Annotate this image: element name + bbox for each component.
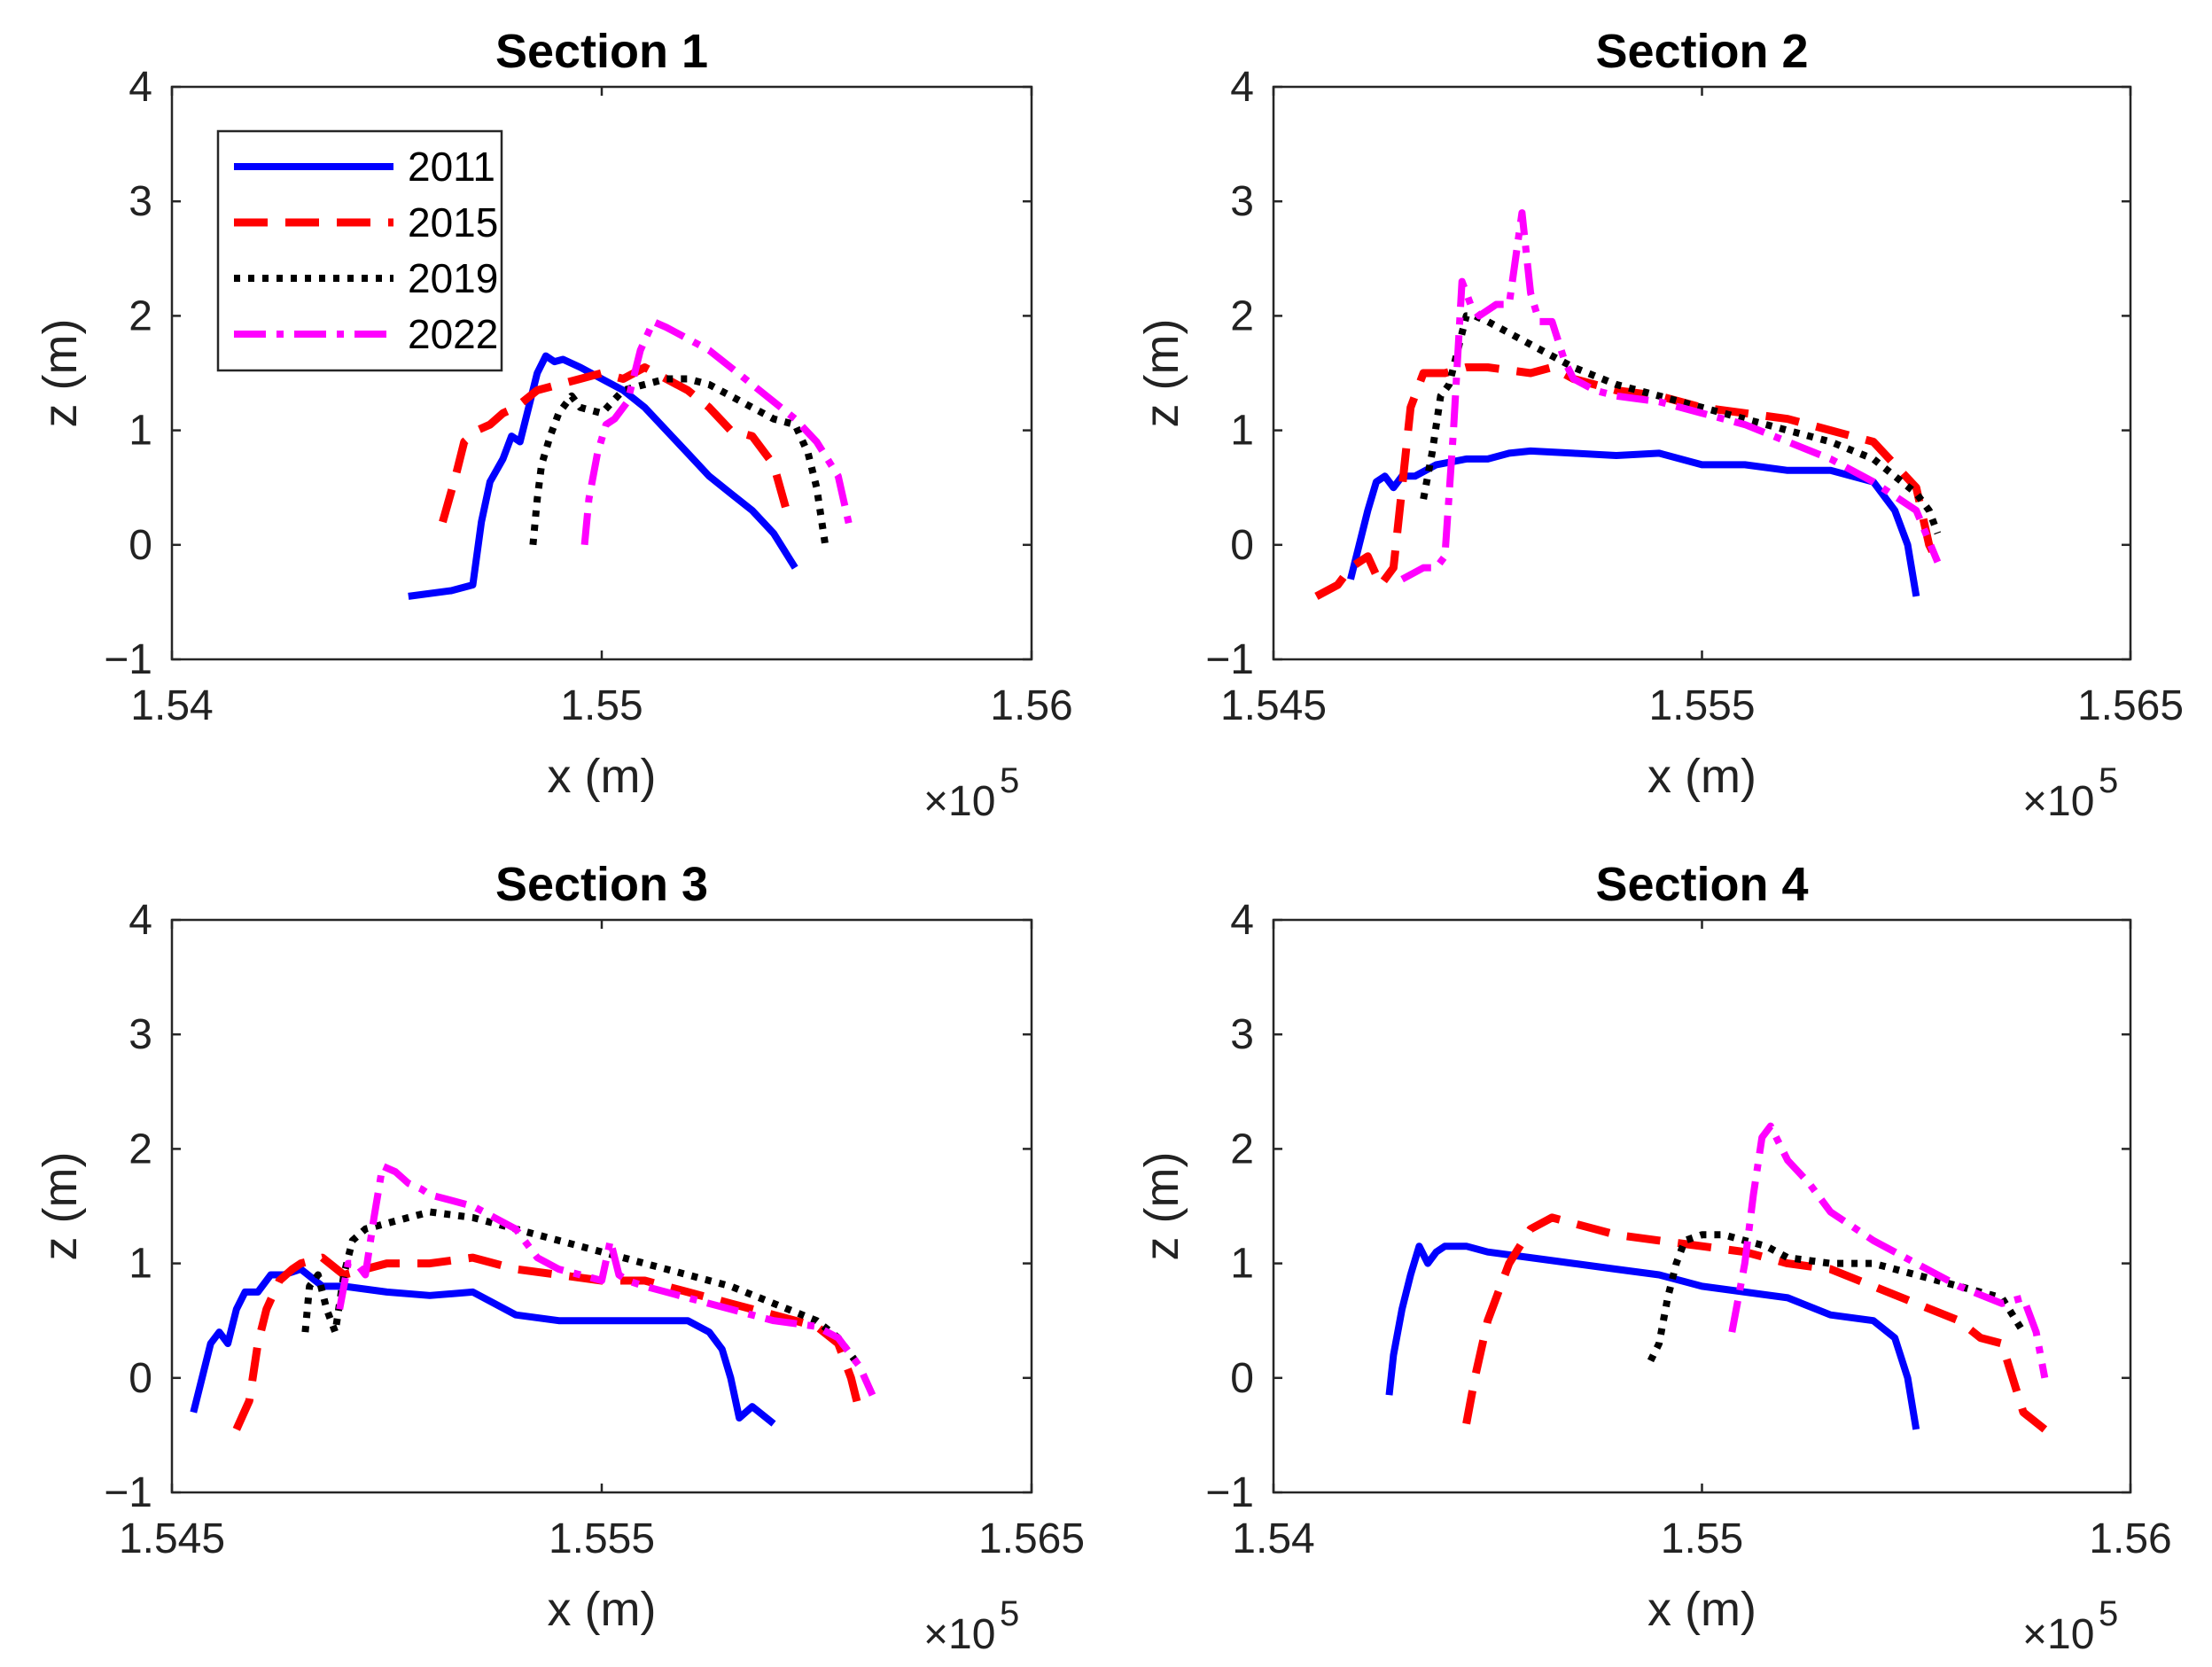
series-line-2011: [190, 1266, 776, 1427]
axes-box: [1272, 918, 2132, 1494]
x-tick-label: 1.56: [990, 682, 1072, 729]
series-line-2022: [336, 1162, 876, 1397]
y-tick-label: 2: [1230, 292, 1254, 339]
y-tick-label: 4: [129, 64, 152, 111]
y-tick-label: 2: [1230, 1126, 1254, 1172]
x-tick-label: 1.54: [130, 682, 213, 729]
y-tick-label: 4: [1230, 64, 1254, 111]
y-tick-label: 3: [129, 178, 152, 225]
legend-label-2015: 2015: [408, 199, 498, 245]
series-line-2019: [1647, 1231, 2027, 1363]
panel-section-4: −1 0 1 2 3 4 1.54 1.55 1.56 Section 4 x (m) z (m) ×1…: [1135, 858, 2172, 1658]
y-tick-label: 4: [1230, 897, 1254, 944]
x-exponent-label: ×10: [923, 778, 995, 825]
y-tick-label: 1: [1230, 1241, 1254, 1288]
y-tick-label: 2: [129, 1126, 152, 1172]
panel-section-3: −1 0 1 2 3 4 1.545 1.555 1.565 Section 3 x (m) z (m…: [34, 858, 1085, 1658]
x-exponent-label: ×10: [2022, 778, 2094, 825]
panel-section-1: −1 0 1 2 3 4 1.54 1.55 1.56 Section 1 x (m) z (m) ×1…: [34, 25, 1073, 825]
series-line-2022: [580, 317, 855, 546]
x-tick-label: 1.56: [2089, 1515, 2171, 1562]
series-line-2011: [408, 352, 798, 600]
axes-box: [1272, 85, 2132, 661]
axes-box: [170, 918, 1033, 1494]
y-tick-label: 4: [129, 897, 152, 944]
plot-area: [1314, 209, 1942, 600]
y-tick-label: 0: [129, 522, 152, 569]
x-exponent-power: 5: [1000, 761, 1019, 800]
x-tick-label: 1.545: [1220, 682, 1327, 729]
x-axis-label: x (m): [548, 1583, 657, 1636]
x-tick-label: 1.545: [119, 1515, 225, 1562]
legend: 2011 2015 2019 2022: [216, 129, 503, 372]
panel-section-2: −1 0 1 2 3 4 1.545 1.555 1.565 Section 2 x (m) z (m…: [1135, 25, 2184, 825]
series-line-2015: [1462, 1213, 2048, 1433]
series-line-2019: [529, 375, 830, 546]
x-tick-label: 1.55: [1661, 1515, 1743, 1562]
y-tick-label: 3: [1230, 1011, 1254, 1058]
series-line-2015: [232, 1253, 864, 1431]
x-tick-label: 1.54: [1232, 1515, 1314, 1562]
y-tick-label: −1: [1205, 1469, 1254, 1516]
x-axis-label: x (m): [1647, 750, 1756, 803]
y-tick-label: 0: [1230, 1355, 1254, 1402]
legend-label-2022: 2022: [408, 311, 498, 357]
y-axis-label: z (m): [34, 319, 87, 428]
plot-area: [408, 317, 855, 600]
x-exponent-label: ×10: [923, 1611, 995, 1658]
plot-area: [1385, 1122, 2049, 1433]
series-line-2011: [1347, 447, 1920, 597]
x-tick-label: 1.555: [1648, 682, 1755, 729]
y-tick-label: 1: [129, 408, 152, 455]
y-tick-label: 3: [1230, 178, 1254, 225]
y-axis-label: z (m): [1135, 319, 1188, 428]
y-axis-label: z (m): [34, 1152, 87, 1261]
series-line-2022: [1400, 209, 1942, 583]
x-tick-label: 1.55: [560, 682, 643, 729]
chart-title: Section 2: [1595, 25, 1808, 78]
y-tick-label: 0: [129, 1355, 152, 1402]
y-tick-label: 3: [129, 1011, 152, 1058]
y-tick-label: 0: [1230, 522, 1254, 569]
x-exponent-power: 5: [1000, 1594, 1019, 1633]
legend-label-2019: 2019: [408, 255, 498, 301]
x-axis-label: x (m): [1647, 1583, 1756, 1636]
x-tick-label: 1.555: [549, 1515, 655, 1562]
x-exponent-power: 5: [2099, 1594, 2118, 1633]
y-tick-label: −1: [104, 1469, 152, 1516]
series-line-2011: [1385, 1242, 1920, 1430]
y-tick-label: 1: [1230, 408, 1254, 455]
x-axis-label: x (m): [548, 750, 657, 803]
series-line-2015: [1314, 363, 1942, 600]
plot-area: [190, 1162, 876, 1431]
x-exponent-power: 5: [2099, 761, 2118, 800]
legend-label-2011: 2011: [408, 144, 495, 190]
chart-title: Section 1: [495, 25, 708, 78]
chart-title: Section 3: [495, 858, 708, 911]
y-tick-label: −1: [104, 636, 152, 683]
series-line-2015: [439, 363, 791, 524]
y-axis-label: z (m): [1135, 1152, 1188, 1261]
y-tick-label: 2: [129, 292, 152, 339]
chart-title: Section 4: [1595, 858, 1808, 911]
x-tick-label: 1.565: [2077, 682, 2184, 729]
y-tick-label: 1: [129, 1241, 152, 1288]
x-exponent-label: ×10: [2022, 1611, 2094, 1658]
x-tick-label: 1.565: [978, 1515, 1085, 1562]
y-tick-label: −1: [1205, 636, 1254, 683]
